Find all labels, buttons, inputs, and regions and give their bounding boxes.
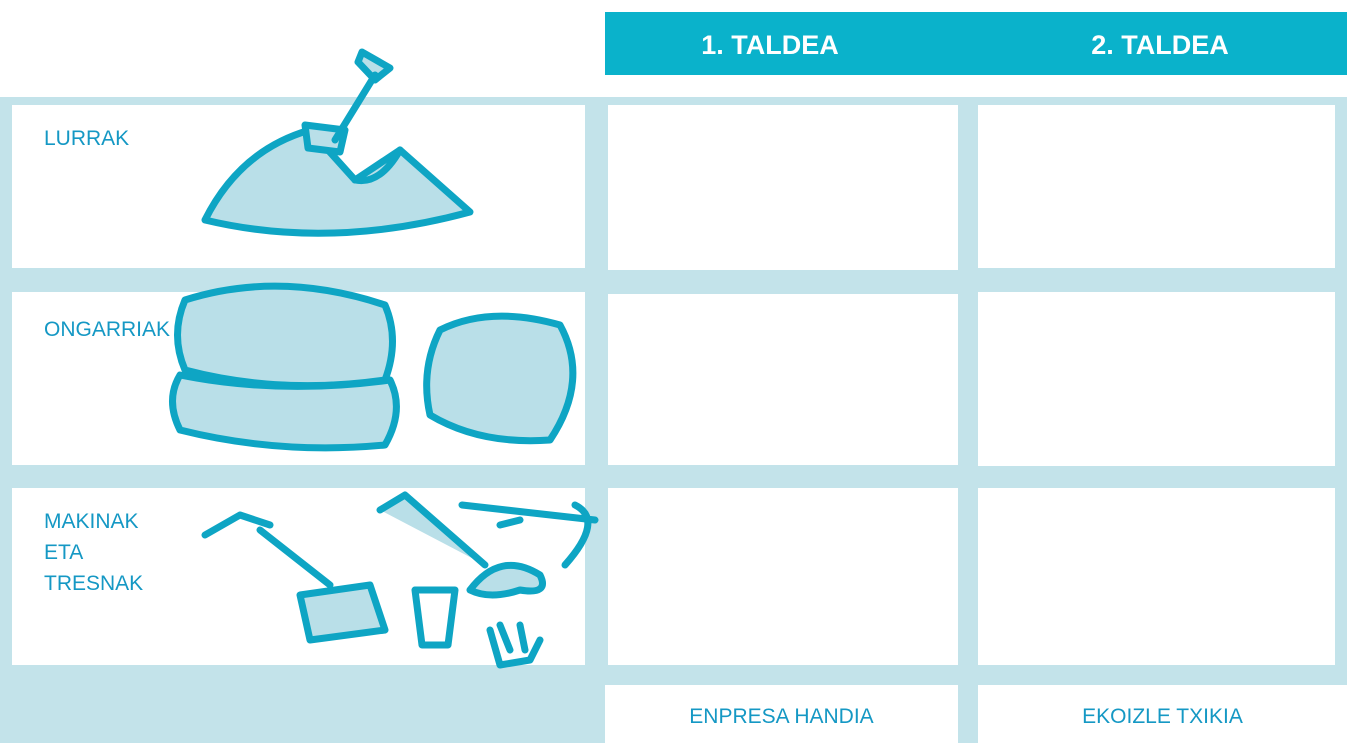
column-header: 1. TALDEA (701, 30, 839, 60)
footer-label: EKOIZLE TXIKIA (1082, 705, 1243, 728)
cell (608, 488, 958, 665)
wheelbarrow (296, 581, 389, 644)
header-bar (605, 12, 1347, 75)
sack (174, 282, 396, 390)
glove (486, 621, 544, 669)
row-label-line: ETA (44, 541, 84, 564)
wheelbarrow-handle (201, 511, 334, 589)
row-label-line: MAKINAK (44, 510, 139, 533)
cell (605, 685, 958, 743)
cell (978, 685, 1347, 743)
shovel (376, 491, 546, 599)
soil-pile (201, 126, 474, 237)
bucket (411, 586, 459, 649)
row-label: ONGARRIAK (44, 314, 170, 345)
column-header: 2. TALDEA (1091, 30, 1229, 60)
row-label-line: ONGARRIAK (44, 318, 171, 341)
cell (978, 105, 1335, 268)
cell (608, 105, 958, 270)
sack (169, 371, 400, 452)
cell (608, 294, 958, 465)
row-label-line: LURRAK (44, 127, 130, 150)
row-label-line: TRESNAK (44, 572, 144, 595)
row-label: LURRAK (44, 123, 129, 154)
cell (978, 488, 1335, 665)
sack (423, 312, 577, 445)
soil-line (351, 146, 404, 185)
cell (978, 292, 1335, 466)
pickaxe (458, 501, 599, 569)
footer-label: ENPRESA HANDIA (689, 705, 874, 728)
shovel (301, 48, 394, 156)
row-label: MAKINAK ETA TRESNAK (44, 506, 143, 599)
